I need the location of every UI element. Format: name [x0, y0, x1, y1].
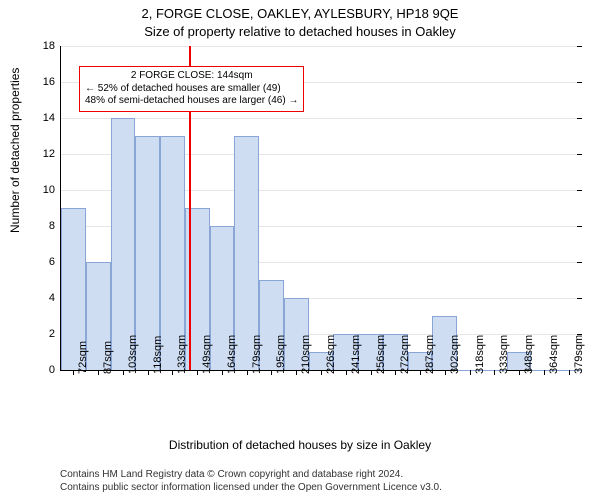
xtick-mark — [494, 370, 495, 375]
chart-title-line1: 2, FORGE CLOSE, OAKLEY, AYLESBURY, HP18 … — [0, 6, 600, 21]
xtick-label: 133sqm — [176, 335, 188, 374]
xtick-label: 318sqm — [474, 335, 486, 374]
xtick-label: 195sqm — [275, 335, 287, 374]
xtick-label: 72sqm — [77, 341, 89, 374]
xtick-mark — [395, 370, 396, 375]
xtick-label: 272sqm — [399, 335, 411, 374]
xtick-mark — [544, 370, 545, 375]
xtick-label: 348sqm — [523, 335, 535, 374]
chart-title-line2: Size of property relative to detached ho… — [0, 24, 600, 39]
ytick-label: 12 — [43, 148, 61, 160]
xtick-label: 103sqm — [127, 335, 139, 374]
xtick-label: 333sqm — [498, 335, 510, 374]
xtick-mark — [271, 370, 272, 375]
histogram-bar — [111, 118, 136, 370]
xtick-mark — [73, 370, 74, 375]
xtick-label: 364sqm — [548, 335, 560, 374]
xtick-label: 241sqm — [350, 335, 362, 374]
ytick-mark — [577, 262, 582, 263]
xtick-label: 379sqm — [573, 335, 585, 374]
ytick-label: 2 — [49, 328, 61, 340]
xtick-label: 87sqm — [102, 341, 114, 374]
gridline — [61, 46, 581, 47]
xtick-mark — [148, 370, 149, 375]
gridline — [61, 118, 581, 119]
ytick-mark — [577, 190, 582, 191]
ytick-mark — [577, 226, 582, 227]
ytick-label: 16 — [43, 76, 61, 88]
annotation-line3: 48% of semi-detached houses are larger (… — [85, 95, 298, 108]
xtick-mark — [470, 370, 471, 375]
credit-line1: Contains HM Land Registry data © Crown c… — [60, 469, 590, 482]
xtick-mark — [321, 370, 322, 375]
xtick-mark — [222, 370, 223, 375]
ytick-mark — [577, 298, 582, 299]
xtick-mark — [569, 370, 570, 375]
xtick-label: 179sqm — [251, 335, 263, 374]
plot-area: 02468101214161872sqm87sqm103sqm118sqm133… — [60, 46, 581, 371]
ytick-label: 0 — [49, 364, 61, 376]
y-axis-label: Number of detached properties — [8, 68, 22, 233]
ytick-mark — [577, 46, 582, 47]
ytick-label: 18 — [43, 40, 61, 52]
xtick-label: 149sqm — [201, 335, 213, 374]
ytick-label: 4 — [49, 292, 61, 304]
ytick-mark — [577, 154, 582, 155]
xtick-label: 302sqm — [449, 335, 461, 374]
xtick-mark — [197, 370, 198, 375]
ytick-label: 8 — [49, 220, 61, 232]
ytick-label: 10 — [43, 184, 61, 196]
ytick-mark — [577, 82, 582, 83]
ytick-label: 14 — [43, 112, 61, 124]
xtick-mark — [346, 370, 347, 375]
xtick-label: 210sqm — [300, 335, 312, 374]
credit-text: Contains HM Land Registry data © Crown c… — [60, 469, 590, 494]
ytick-mark — [577, 118, 582, 119]
x-axis-label: Distribution of detached houses by size … — [0, 438, 600, 452]
xtick-label: 118sqm — [152, 336, 164, 374]
annotation-line2: ← 52% of detached houses are smaller (49… — [85, 83, 298, 96]
xtick-mark — [296, 370, 297, 375]
xtick-mark — [247, 370, 248, 375]
xtick-mark — [123, 370, 124, 375]
xtick-mark — [445, 370, 446, 375]
xtick-label: 287sqm — [424, 335, 436, 374]
xtick-label: 164sqm — [226, 335, 238, 374]
xtick-mark — [371, 370, 372, 375]
annotation-box: 2 FORGE CLOSE: 144sqm← 52% of detached h… — [79, 66, 304, 112]
xtick-mark — [98, 370, 99, 375]
xtick-label: 226sqm — [325, 335, 337, 374]
xtick-label: 256sqm — [375, 335, 387, 374]
xtick-mark — [172, 370, 173, 375]
credit-line2: Contains public sector information licen… — [60, 482, 590, 495]
xtick-mark — [420, 370, 421, 375]
xtick-mark — [519, 370, 520, 375]
annotation-line1: 2 FORGE CLOSE: 144sqm — [85, 70, 298, 83]
ytick-label: 6 — [49, 256, 61, 268]
